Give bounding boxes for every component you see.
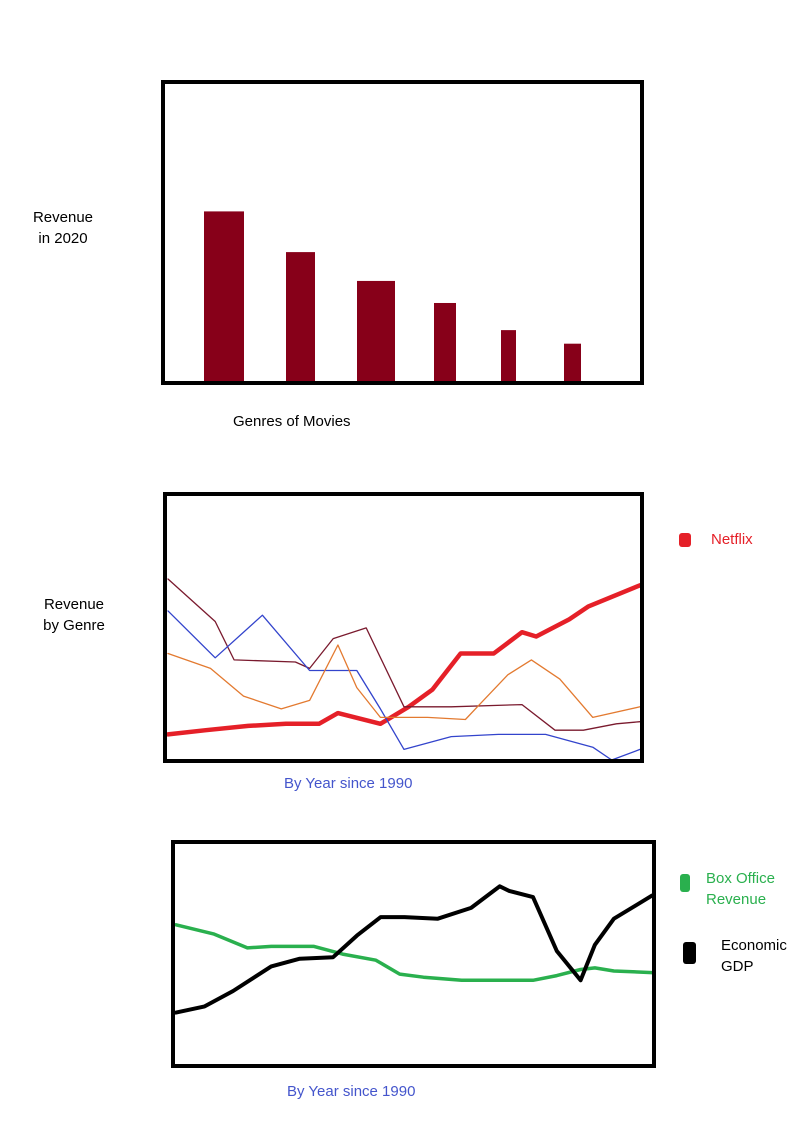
genre-series-4 — [167, 644, 641, 721]
bar-chart-ylabel: Revenue in 2020 — [22, 207, 104, 249]
genre-chart-ylabel-line-1: Revenue — [43, 596, 105, 613]
box-office-legend-label: Box Office Revenue — [706, 868, 775, 910]
genre-series-1 — [165, 583, 643, 737]
bar-chart-frame — [161, 80, 644, 385]
genre-chart-ylabel: Revenue by Genre — [30, 594, 118, 636]
bar-4 — [434, 302, 456, 381]
bar-5 — [501, 330, 516, 381]
box-office-legend-line-2: Revenue — [706, 891, 767, 908]
netflix-legend-label: Netflix — [711, 531, 753, 548]
bar-chart-ylabel-line-2: in 2020 — [38, 230, 88, 247]
bar-1 — [204, 211, 244, 381]
bar-6 — [564, 343, 581, 381]
box-office-legend-line-1: Box Office — [706, 870, 775, 887]
genre-series-2 — [167, 578, 641, 731]
netflix-legend-marker — [679, 533, 691, 547]
bar-chart-xlabel: Genres of Movies — [233, 413, 351, 430]
genre-chart-xlabel: By Year since 1990 — [284, 775, 413, 792]
box-office-legend-marker — [680, 874, 690, 892]
gdp-legend-line-1: Economic — [721, 937, 787, 954]
gdp-legend-marker — [683, 942, 696, 964]
gdp-legend-label: Economic GDP — [721, 935, 787, 977]
bar-2 — [286, 252, 315, 381]
genre-chart-frame — [163, 492, 644, 763]
genre-chart-ylabel-line-2: by Genre — [43, 617, 105, 634]
gdp-chart-frame — [171, 840, 656, 1068]
bar-chart-ylabel-line-1: Revenue — [32, 209, 94, 226]
gdp-legend-line-2: GDP — [721, 958, 754, 975]
bar-3 — [357, 280, 395, 381]
gdp-series-2 — [174, 884, 654, 1015]
gdp-chart-xlabel: By Year since 1990 — [287, 1083, 416, 1100]
genre-series-3 — [167, 610, 641, 761]
